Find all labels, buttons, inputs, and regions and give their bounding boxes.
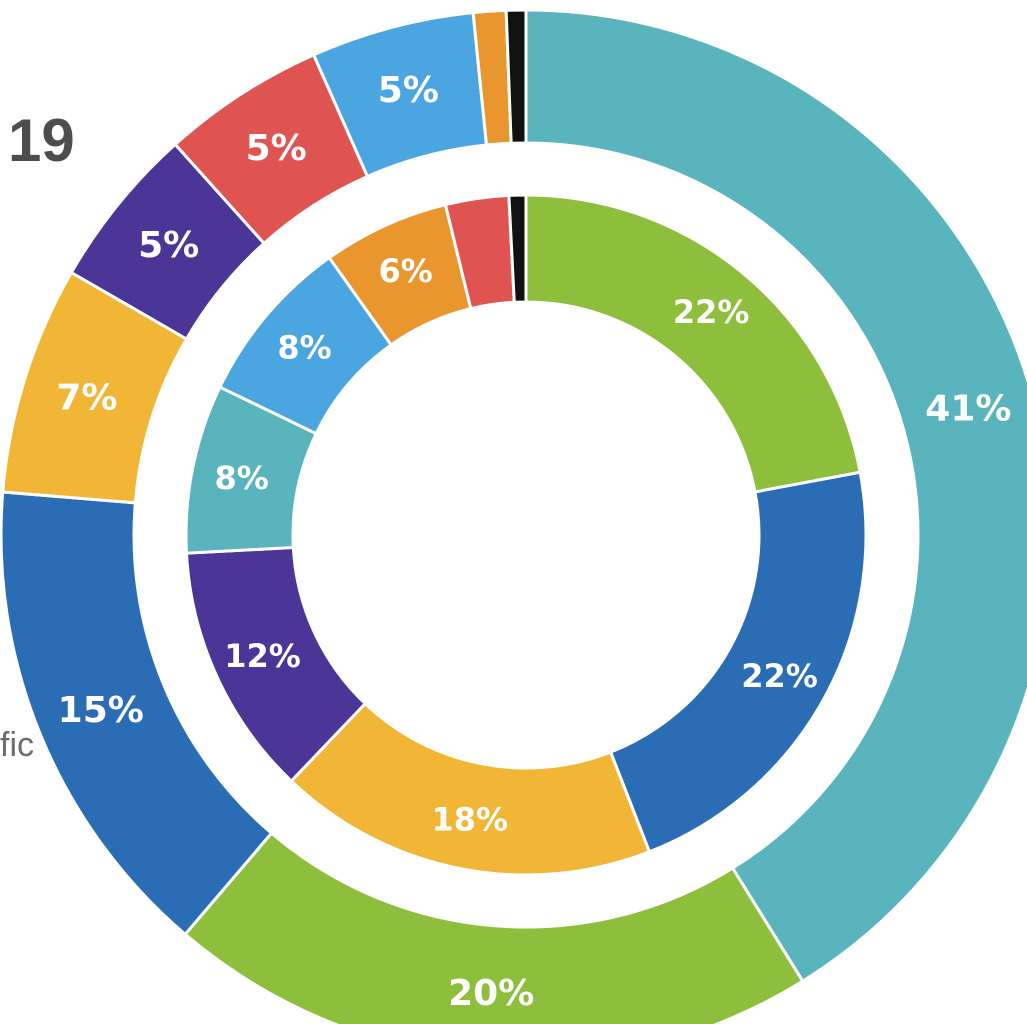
outer-slice-2-label: 15% [58,690,144,731]
outer-slice-0-label: 41% [925,388,1011,429]
partial-year-text: 19 [8,107,75,174]
inner-slice-6-label: 6% [378,252,432,290]
inner-slice-2 [289,701,652,877]
partial-side-text: fic [0,726,34,764]
outer-slice-1 [183,831,805,1024]
inner-slice-5-label: 8% [277,329,331,367]
inner-slice-2-label: 18% [431,800,508,838]
outer-slice-0 [524,8,1027,984]
inner-slice-3-label: 12% [224,637,301,675]
outer-ring [0,8,1027,1024]
inner-slice-0 [524,193,862,494]
inner-slice-8 [507,193,528,304]
outer-slice-5-label: 5% [246,128,307,169]
inner-slice-0-label: 22% [673,293,750,331]
slice-labels: 41% 20% 15% 7% 5% 5% 5% 22% 22% 18% 12% 8% 8% 6% [56,70,1011,1014]
inner-slice-1-label: 22% [741,657,818,695]
outer-slice-4-label: 5% [138,225,199,266]
outer-slice-1-label: 20% [448,973,534,1014]
outer-slice-3-label: 7% [56,377,117,418]
inner-slice-4-label: 8% [215,459,269,497]
inner-slice-1 [608,470,868,854]
outer-slice-8 [504,8,528,145]
inner-ring [184,193,868,877]
outer-slice-6-label: 5% [378,70,439,111]
